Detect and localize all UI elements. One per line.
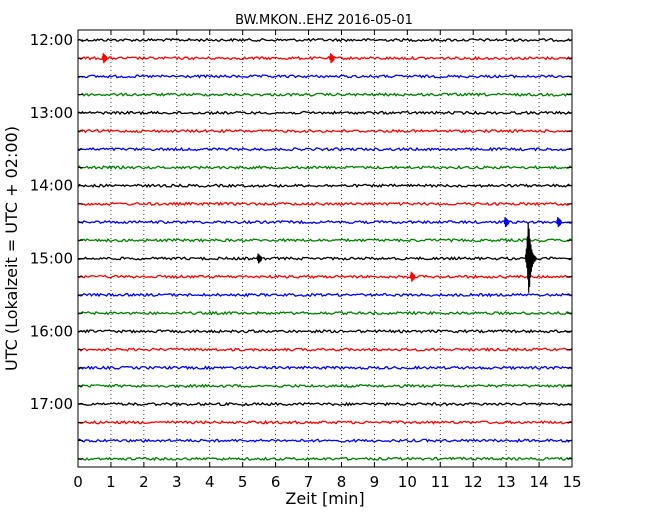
x-axis-label: Zeit [min]: [285, 489, 364, 508]
y-tick-label: 12:00: [30, 31, 73, 49]
trace-1545: [77, 310, 572, 316]
trace-1215: [77, 55, 572, 61]
x-tick-label: 4: [205, 473, 215, 491]
event-spike: [329, 53, 335, 64]
y-axis-ticks: 12:00 13:00 14:00 15:00 16:00 17:00: [30, 31, 572, 460]
x-tick-label: 13: [497, 473, 516, 491]
trace-1245: [77, 92, 572, 97]
trace-1745: [77, 456, 572, 462]
trace-1230: [77, 74, 572, 79]
trace-1400: [77, 183, 572, 189]
event-spike: [503, 217, 510, 228]
trace-1315: [77, 128, 572, 134]
x-tick-label: 12: [464, 473, 483, 491]
event-spike: [256, 253, 263, 264]
x-tick-label: 11: [431, 473, 450, 491]
y-tick-label: 13:00: [30, 104, 73, 122]
x-tick-label: 0: [73, 473, 83, 491]
trace-1530: [77, 292, 572, 298]
trace-1345: [77, 165, 572, 170]
trace-1330: [77, 146, 572, 152]
event-spike: [556, 217, 562, 228]
x-tick-label: 6: [271, 473, 281, 491]
y-tick-label: 15:00: [30, 250, 73, 268]
trace-1600: [77, 329, 572, 334]
x-axis-ticks: 0 1 2 3 4 5 6 7 8 9 10 11 12 13 14 15: [73, 30, 582, 491]
x-tick-label: 1: [106, 473, 116, 491]
x-tick-label: 15: [562, 473, 581, 491]
trace-1300: [77, 110, 572, 116]
x-tick-label: 2: [139, 473, 149, 491]
trace-1415: [77, 201, 572, 207]
trace-1645: [77, 383, 572, 389]
y-axis-label: UTC (Lokalzeit = UTC + 02:00): [2, 126, 21, 371]
grid-lines: [110, 30, 540, 467]
chart-title: BW.MKON..EHZ 2016-05-01: [235, 13, 413, 28]
trace-1430: [77, 219, 572, 225]
x-tick-label: 9: [370, 473, 380, 491]
trace-1515: [77, 274, 572, 279]
event-spike: [101, 53, 108, 64]
y-tick-label: 16:00: [30, 322, 73, 340]
trace-1730: [77, 438, 572, 443]
plot-frame: [77, 29, 573, 468]
trace-1700: [77, 401, 572, 407]
x-tick-label: 14: [530, 473, 549, 491]
x-tick-label: 7: [304, 473, 314, 491]
x-tick-label: 8: [337, 473, 347, 491]
trace-1615: [78, 347, 572, 352]
trace-1500: [77, 256, 572, 261]
seismic-events: [101, 53, 562, 293]
trace-1200: [77, 37, 572, 43]
event-spike: [524, 222, 537, 293]
trace-1630: [77, 365, 572, 371]
x-tick-label: 5: [238, 473, 248, 491]
y-tick-label: 17:00: [30, 395, 73, 413]
x-tick-label: 3: [172, 473, 182, 491]
trace-1715: [77, 419, 572, 425]
x-tick-label: 10: [398, 473, 417, 491]
y-tick-label: 14:00: [30, 177, 73, 195]
trace-1445: [77, 237, 572, 243]
event-spike: [409, 271, 416, 282]
seismic-traces: [77, 37, 572, 462]
